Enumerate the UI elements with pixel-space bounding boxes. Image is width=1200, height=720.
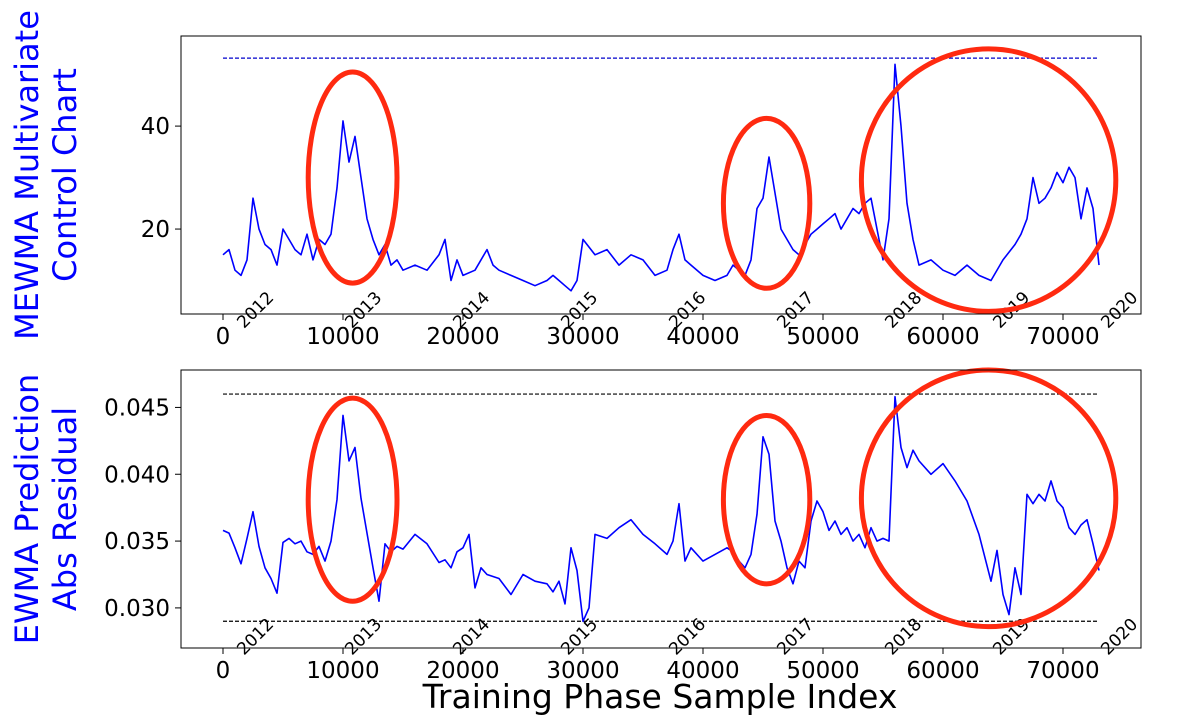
x-tick-label: 40000 (666, 324, 739, 350)
y-tick-label: 20 (141, 217, 170, 243)
y-axis-label: MEWMA Multivariate (8, 10, 46, 340)
x-tick-label: 70000 (1026, 658, 1099, 684)
y-tick-label: 0.040 (104, 462, 170, 488)
x-tick-label: 10000 (306, 324, 379, 350)
highlight-ellipse (858, 46, 1119, 314)
axes-frame (180, 35, 1142, 315)
x-tick-label: 0 (216, 324, 231, 350)
x-tick-label: 20000 (426, 658, 499, 684)
x-tick-label: 50000 (786, 324, 859, 350)
x-tick-label: 40000 (666, 658, 739, 684)
x-tick-label: 60000 (906, 658, 979, 684)
y-tick-label: 40 (141, 114, 170, 140)
series-line (222, 395, 1100, 623)
year-label: 2020 (1097, 615, 1142, 660)
x-tick-label: 30000 (546, 324, 619, 350)
highlight-ellipse (305, 395, 400, 604)
y-tick-label: 0.035 (104, 529, 170, 555)
highlight-ellipse (858, 367, 1119, 630)
axes-frame (180, 369, 1142, 649)
year-label: 2020 (1097, 288, 1142, 333)
x-tick-label: 20000 (426, 324, 499, 350)
x-tick-label: 50000 (786, 658, 859, 684)
y-tick-label: 0.030 (104, 596, 170, 622)
x-tick-label: 70000 (1026, 324, 1099, 350)
highlight-ellipse (720, 412, 813, 587)
y-axis-label: EWMA Prediction (8, 374, 46, 645)
highlight-ellipse (720, 115, 813, 291)
series-line (222, 63, 1100, 292)
x-tick-label: 0 (216, 658, 231, 684)
highlight-ellipse (305, 69, 400, 286)
y-axis-label: Control Chart (46, 68, 84, 282)
x-tick-label: 10000 (306, 658, 379, 684)
x-axis-label: Training Phase Sample Index (422, 677, 898, 716)
y-axis-label: Abs Residual (46, 407, 84, 611)
year-label: 2012 (233, 288, 278, 333)
x-tick-label: 60000 (906, 324, 979, 350)
x-tick-label: 30000 (546, 658, 619, 684)
y-tick-label: 0.045 (104, 395, 170, 421)
